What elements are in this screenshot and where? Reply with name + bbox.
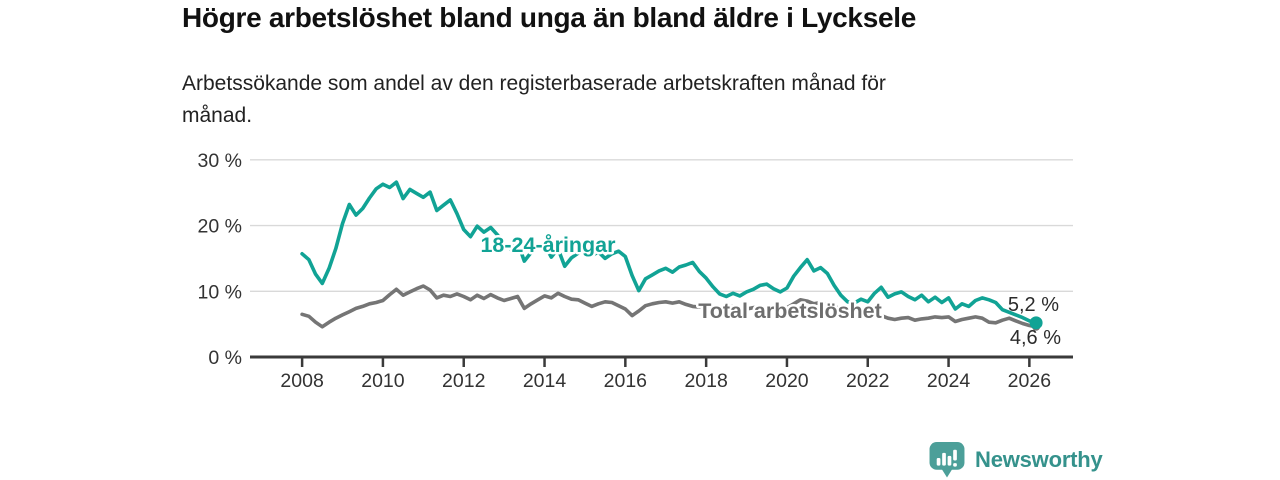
x-axis-label-2010: 2010 [361, 370, 405, 392]
x-axis-label-2012: 2012 [442, 370, 485, 392]
newsworthy-bars-icon [929, 442, 965, 478]
x-axis-label-2018: 2018 [684, 370, 727, 392]
x-axis-label-2022: 2022 [846, 370, 889, 392]
unemployment-line-chart: 0 % 10 % 20 % 30 % 2008 2010 2012 2014 2016 2018 2… [198, 150, 1073, 392]
chart-subtitle-line-2: månad. [182, 103, 253, 127]
series-label-Total arbetslöshet: Total arbetslöshet [698, 299, 882, 323]
x-axis-label-2026: 2026 [1008, 370, 1051, 392]
y-axis-label-30: 30 % [198, 150, 242, 172]
y-axis-label-20: 20 % [198, 216, 242, 238]
series-line-18-24-åringar [300, 180, 1038, 325]
series-end-dot-18-24-åringar [1029, 316, 1043, 330]
x-axis-label-2016: 2016 [604, 370, 647, 392]
y-axis-label-10: 10 % [198, 281, 242, 303]
chart-subtitle-line-1: Arbetssökande som andel av den registerb… [182, 72, 886, 95]
end-value-label-4,6 %: 4,6 % [1010, 327, 1061, 349]
x-axis-label-2014: 2014 [523, 370, 567, 392]
x-axis-label-2020: 2020 [765, 370, 809, 392]
series-label-18-24-åringar: 18-24-åringar [480, 233, 616, 257]
end-value-label-5,2 %: 5,2 % [1008, 294, 1059, 316]
x-axis-label-2008: 2008 [280, 370, 323, 392]
chart-subtitle: Arbetssökande som andel av den registerb… [182, 68, 1082, 131]
page-title: Högre arbetslöshet bland unga än bland ä… [182, 2, 916, 33]
series-line-Total arbetslöshet [300, 284, 1038, 329]
plot-area: 0 % 10 % 20 % 30 % 2008 2010 2012 2014 2016 2018 2… [190, 150, 1080, 392]
y-axis-label-0: 0 % [208, 347, 242, 369]
newsworthy-logo[interactable]: Newsworthy [928, 441, 1103, 478]
x-axis-label-2024: 2024 [927, 370, 971, 392]
newsworthy-wordmark: Newsworthy [975, 446, 1103, 472]
